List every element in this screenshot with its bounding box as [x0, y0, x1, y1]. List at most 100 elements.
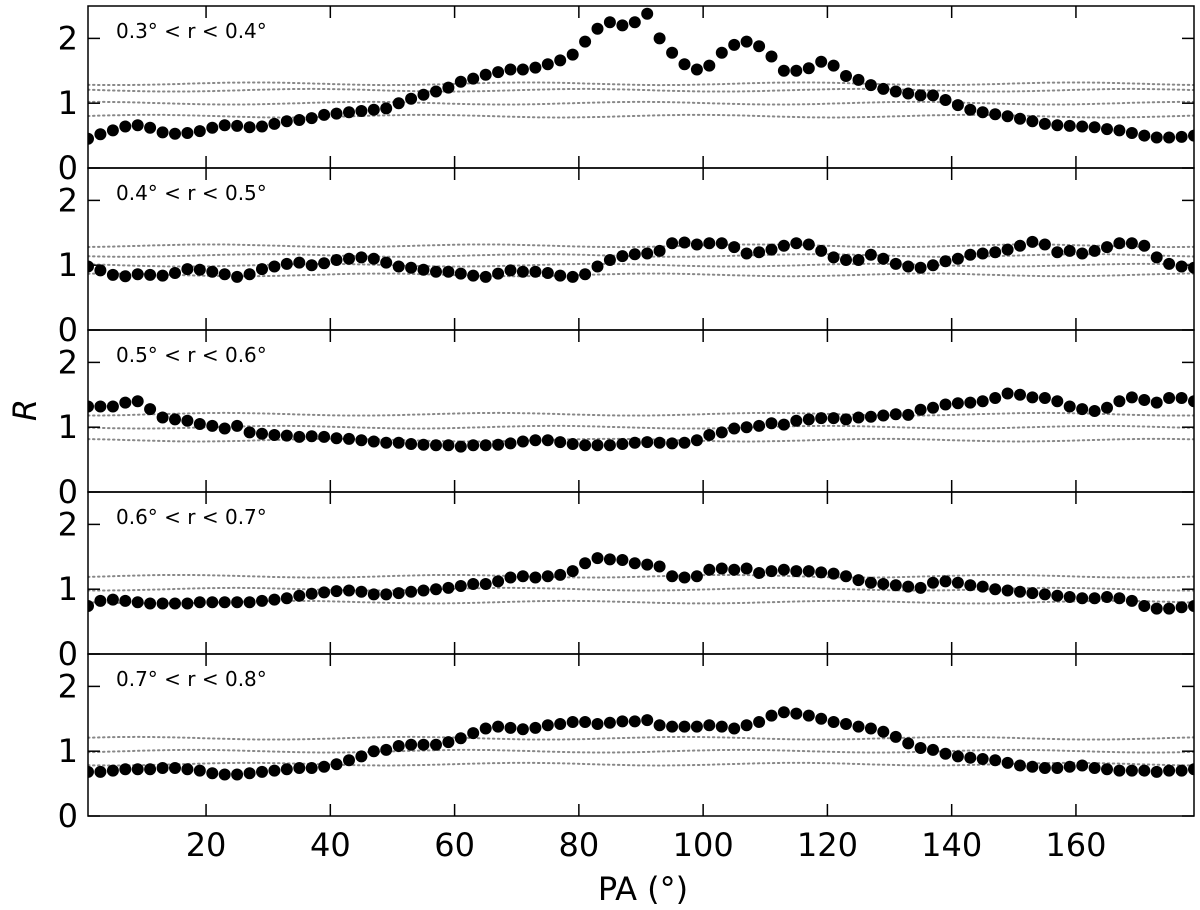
data-point: [355, 750, 368, 763]
reference-line: [88, 87, 1194, 93]
data-point: [1175, 392, 1188, 404]
data-point: [765, 50, 778, 63]
panel-1: 0 1 2 0.3° < r < 0.4°: [58, 5, 1195, 187]
x-tick-label: 140: [921, 826, 982, 864]
data-point: [1014, 388, 1026, 401]
data-point: [442, 736, 455, 749]
data-point: [1001, 110, 1014, 123]
reference-line: [88, 411, 1194, 417]
data-point: [877, 82, 890, 95]
data-point: [864, 410, 877, 423]
data-point: [790, 707, 803, 720]
data-point: [1138, 129, 1151, 142]
panel-label: 0.4° < r < 0.5°: [116, 181, 267, 205]
data-point: [566, 48, 579, 61]
data-point: [405, 261, 418, 274]
data-point: [902, 580, 915, 593]
data-point: [1038, 392, 1051, 404]
reference-line: [88, 574, 1194, 579]
data-point: [802, 238, 815, 251]
data-point: [94, 264, 107, 277]
panel-4: 0 1 2 0.6° < r < 0.7°: [58, 491, 1195, 673]
reference-line: [88, 113, 1194, 119]
data-point: [467, 269, 480, 282]
data-point: [1125, 237, 1138, 250]
data-point: [94, 594, 107, 607]
data-point: [405, 438, 418, 450]
data-point: [939, 747, 952, 760]
data-point: [479, 270, 492, 283]
data-points: [88, 235, 1194, 283]
data-point: [715, 46, 728, 59]
data-point: [156, 126, 169, 139]
data-point: [181, 763, 194, 776]
y-tick-label: 2: [58, 343, 78, 381]
data-point: [566, 270, 579, 283]
data-point: [430, 439, 442, 452]
data-point: [864, 79, 877, 92]
data-point: [1014, 112, 1026, 125]
data-point: [343, 432, 355, 445]
data-point: [678, 720, 691, 733]
data-point: [616, 554, 629, 566]
data-point: [852, 720, 865, 733]
data-point: [777, 239, 790, 252]
data-point: [1163, 392, 1176, 404]
data-point: [703, 429, 716, 441]
data-point: [106, 268, 119, 281]
data-point: [989, 108, 1002, 121]
data-point: [852, 73, 865, 86]
data-point: [939, 575, 952, 588]
data-point: [840, 413, 852, 426]
data-point: [1063, 244, 1076, 257]
x-tick-label: 120: [797, 826, 858, 864]
data-point: [802, 709, 815, 722]
data-point: [889, 579, 902, 592]
data-point: [479, 578, 492, 590]
data-point: [1076, 247, 1089, 260]
data-point: [1113, 237, 1126, 250]
data-point: [864, 248, 877, 261]
data-point: [964, 751, 977, 764]
data-point: [1125, 594, 1138, 607]
reference-line: [88, 100, 1194, 106]
data-point: [666, 237, 679, 250]
data-point: [318, 430, 331, 443]
data-point: [181, 263, 194, 276]
data-point: [1051, 246, 1064, 259]
data-point: [305, 112, 318, 125]
data-point: [1063, 119, 1076, 132]
data-point: [430, 265, 442, 278]
data-point: [1101, 763, 1113, 776]
data-point: [579, 439, 592, 452]
data-point: [504, 264, 517, 277]
data-point: [753, 716, 766, 728]
data-point: [1088, 762, 1101, 774]
data-point: [243, 121, 256, 134]
data-point: [603, 439, 616, 452]
data-point: [653, 560, 666, 573]
data-point: [293, 762, 306, 774]
data-point: [193, 596, 206, 609]
data-point: [156, 269, 169, 282]
data-point: [529, 61, 542, 74]
data-point: [728, 563, 741, 576]
data-point: [1138, 239, 1151, 252]
data-point: [616, 715, 629, 728]
data-point: [268, 764, 281, 777]
data-point: [193, 764, 206, 777]
data-point: [380, 102, 393, 115]
data-point: [516, 723, 529, 736]
data-point: [1125, 391, 1138, 404]
reference-line: [88, 748, 1194, 754]
data-point: [218, 268, 231, 281]
data-point: [181, 414, 194, 427]
data-point: [169, 413, 181, 426]
data-point: [243, 596, 256, 609]
data-point: [641, 714, 654, 727]
data-point: [417, 738, 430, 751]
data-point: [641, 436, 654, 449]
data-point: [355, 251, 368, 264]
data-point: [566, 565, 579, 578]
data-point: [504, 571, 517, 584]
